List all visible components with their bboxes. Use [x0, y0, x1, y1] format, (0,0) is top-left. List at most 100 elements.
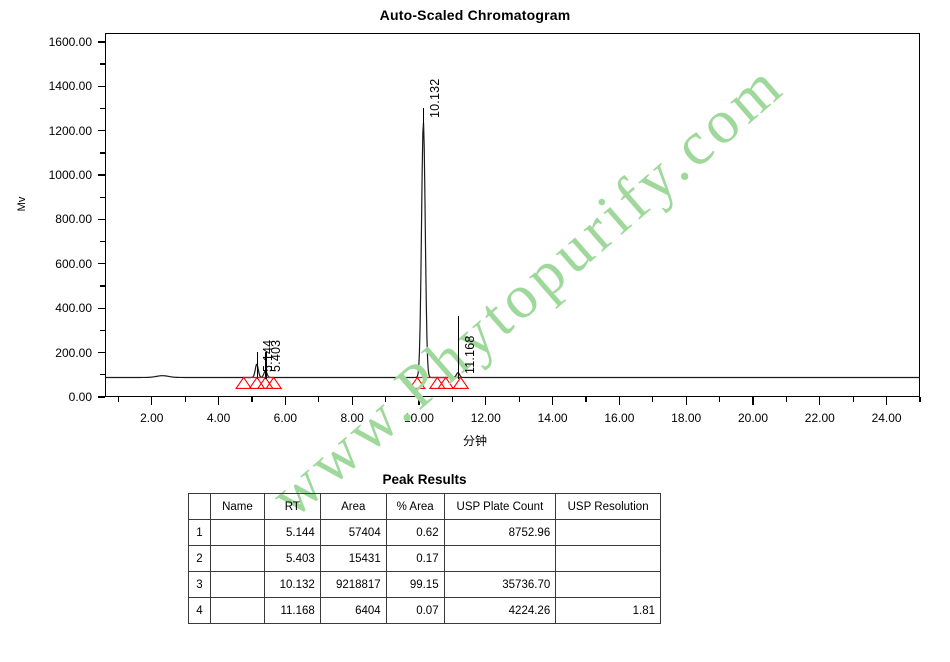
y-tick-major [98, 263, 105, 265]
table-header: Name RT Area % Area USP Plate Count USP … [188, 493, 661, 520]
y-tick-minor [100, 63, 105, 65]
y-tick-major [98, 218, 105, 221]
cell-area: 57404 [319, 519, 387, 546]
x-tick-label: 10.00 [403, 411, 434, 425]
cell-pct-area: 0.17 [385, 545, 445, 572]
x-tick-minor [852, 397, 854, 402]
y-tick-label: 1000.00 [48, 168, 92, 183]
x-tick-minor [318, 397, 320, 402]
x-tick-minor [919, 397, 921, 402]
cell-index: 4 [188, 597, 211, 624]
table-body: 1 5.144 57404 0.62 8752.96 2 5.403 15431 0.17 3 10… [188, 519, 661, 624]
cell-name [209, 519, 265, 546]
x-tick-label: 18.00 [671, 411, 702, 425]
x-tick-minor [718, 397, 721, 402]
x-tick-major [485, 397, 487, 405]
y-tick-minor [100, 196, 105, 198]
peak-rt-label: 5.403 [269, 339, 284, 372]
x-tick-label: 12.00 [470, 411, 501, 425]
x-tick-minor [117, 397, 119, 402]
cell-pct-area: 0.07 [385, 597, 445, 624]
col-header-plate-count: USP Plate Count [443, 493, 557, 520]
cell-rt: 5.144 [263, 519, 321, 546]
cell-area: 15431 [319, 545, 387, 572]
y-tick-major [98, 130, 105, 132]
peak-leader-tick [457, 316, 460, 379]
y-tick-major [98, 41, 105, 43]
col-header-area: Area [319, 493, 387, 520]
cell-resolution: 1.81 [555, 597, 661, 624]
x-tick-minor [251, 397, 253, 402]
peak-leader-tick [265, 352, 267, 379]
x-tick-label: 22.00 [804, 411, 835, 425]
x-tick-label: 24.00 [871, 411, 902, 425]
y-tick-label: 0.00 [68, 390, 92, 404]
x-tick-major [551, 397, 554, 405]
table-row: 3 10.132 9218817 99.15 35736.70 [188, 571, 661, 598]
chart-title: Auto-Scaled Chromatogram [379, 7, 571, 23]
x-tick-minor [518, 397, 520, 402]
x-tick-major [151, 397, 153, 405]
cell-plate-count: 4224.26 [443, 597, 557, 624]
y-tick-major [98, 396, 105, 398]
table-row: 2 5.403 15431 0.17 [188, 545, 661, 572]
cell-rt: 10.132 [263, 571, 321, 598]
cell-rt: 11.168 [263, 597, 321, 624]
y-tick-minor [100, 285, 105, 287]
cell-name [209, 597, 265, 624]
x-tick-label: 6.00 [273, 411, 298, 425]
cell-name [209, 571, 265, 598]
cell-area: 6404 [319, 597, 387, 624]
peak-results-table: Name RT Area % Area USP Plate Count USP … [188, 493, 661, 624]
col-header-rt: RT [263, 493, 321, 520]
x-tick-major [418, 397, 420, 405]
x-tick-major [885, 397, 888, 405]
cell-pct-area: 99.15 [385, 571, 445, 598]
x-tick-major [217, 397, 220, 405]
cell-index: 1 [188, 519, 211, 546]
cell-plate-count: 35736.70 [443, 571, 557, 598]
y-tick-minor [100, 152, 105, 154]
x-tick-minor [451, 397, 454, 402]
x-tick-label: 8.00 [340, 411, 364, 425]
peak-rt-label: 11.168 [462, 335, 477, 374]
peak-leader-tick [256, 352, 258, 379]
y-tick-label: 1400.00 [48, 79, 92, 94]
x-tick-major [752, 397, 754, 405]
cell-pct-area: 0.62 [385, 519, 445, 546]
cell-index: 3 [188, 571, 211, 598]
cell-plate-count: 8752.96 [443, 519, 557, 546]
y-tick-minor [100, 240, 105, 243]
cell-index: 2 [188, 545, 211, 572]
y-tick-label: 200.00 [55, 345, 92, 360]
y-tick-major [98, 351, 105, 354]
x-tick-minor [384, 397, 387, 402]
cell-area: 9218817 [319, 571, 387, 598]
x-tick-major [284, 397, 287, 405]
y-tick-major [98, 307, 105, 309]
x-tick-major [819, 397, 821, 405]
y-axis-label: Mv [16, 196, 28, 212]
y-tick-label: 1200.00 [48, 123, 92, 138]
x-tick-minor [585, 397, 587, 402]
plot-frame [105, 33, 920, 397]
x-tick-minor [785, 397, 788, 402]
y-tick-label: 400.00 [55, 301, 92, 316]
cell-resolution [555, 545, 661, 572]
x-tick-label: 16.00 [604, 411, 635, 425]
col-header-index [188, 493, 211, 520]
cell-rt: 5.403 [263, 545, 321, 572]
x-axis-label: 分钟 [462, 434, 487, 448]
y-tick-minor [100, 374, 105, 376]
plot-area [106, 34, 919, 396]
y-tick-label: 800.00 [55, 212, 92, 227]
y-tick-minor [100, 329, 105, 332]
y-tick-major [98, 174, 105, 176]
y-tick-label: 600.00 [55, 256, 92, 271]
x-tick-minor [652, 397, 654, 402]
cell-resolution [555, 519, 661, 546]
peak-leader-tick [423, 108, 425, 125]
cell-resolution [555, 571, 661, 598]
x-tick-minor [184, 397, 186, 402]
